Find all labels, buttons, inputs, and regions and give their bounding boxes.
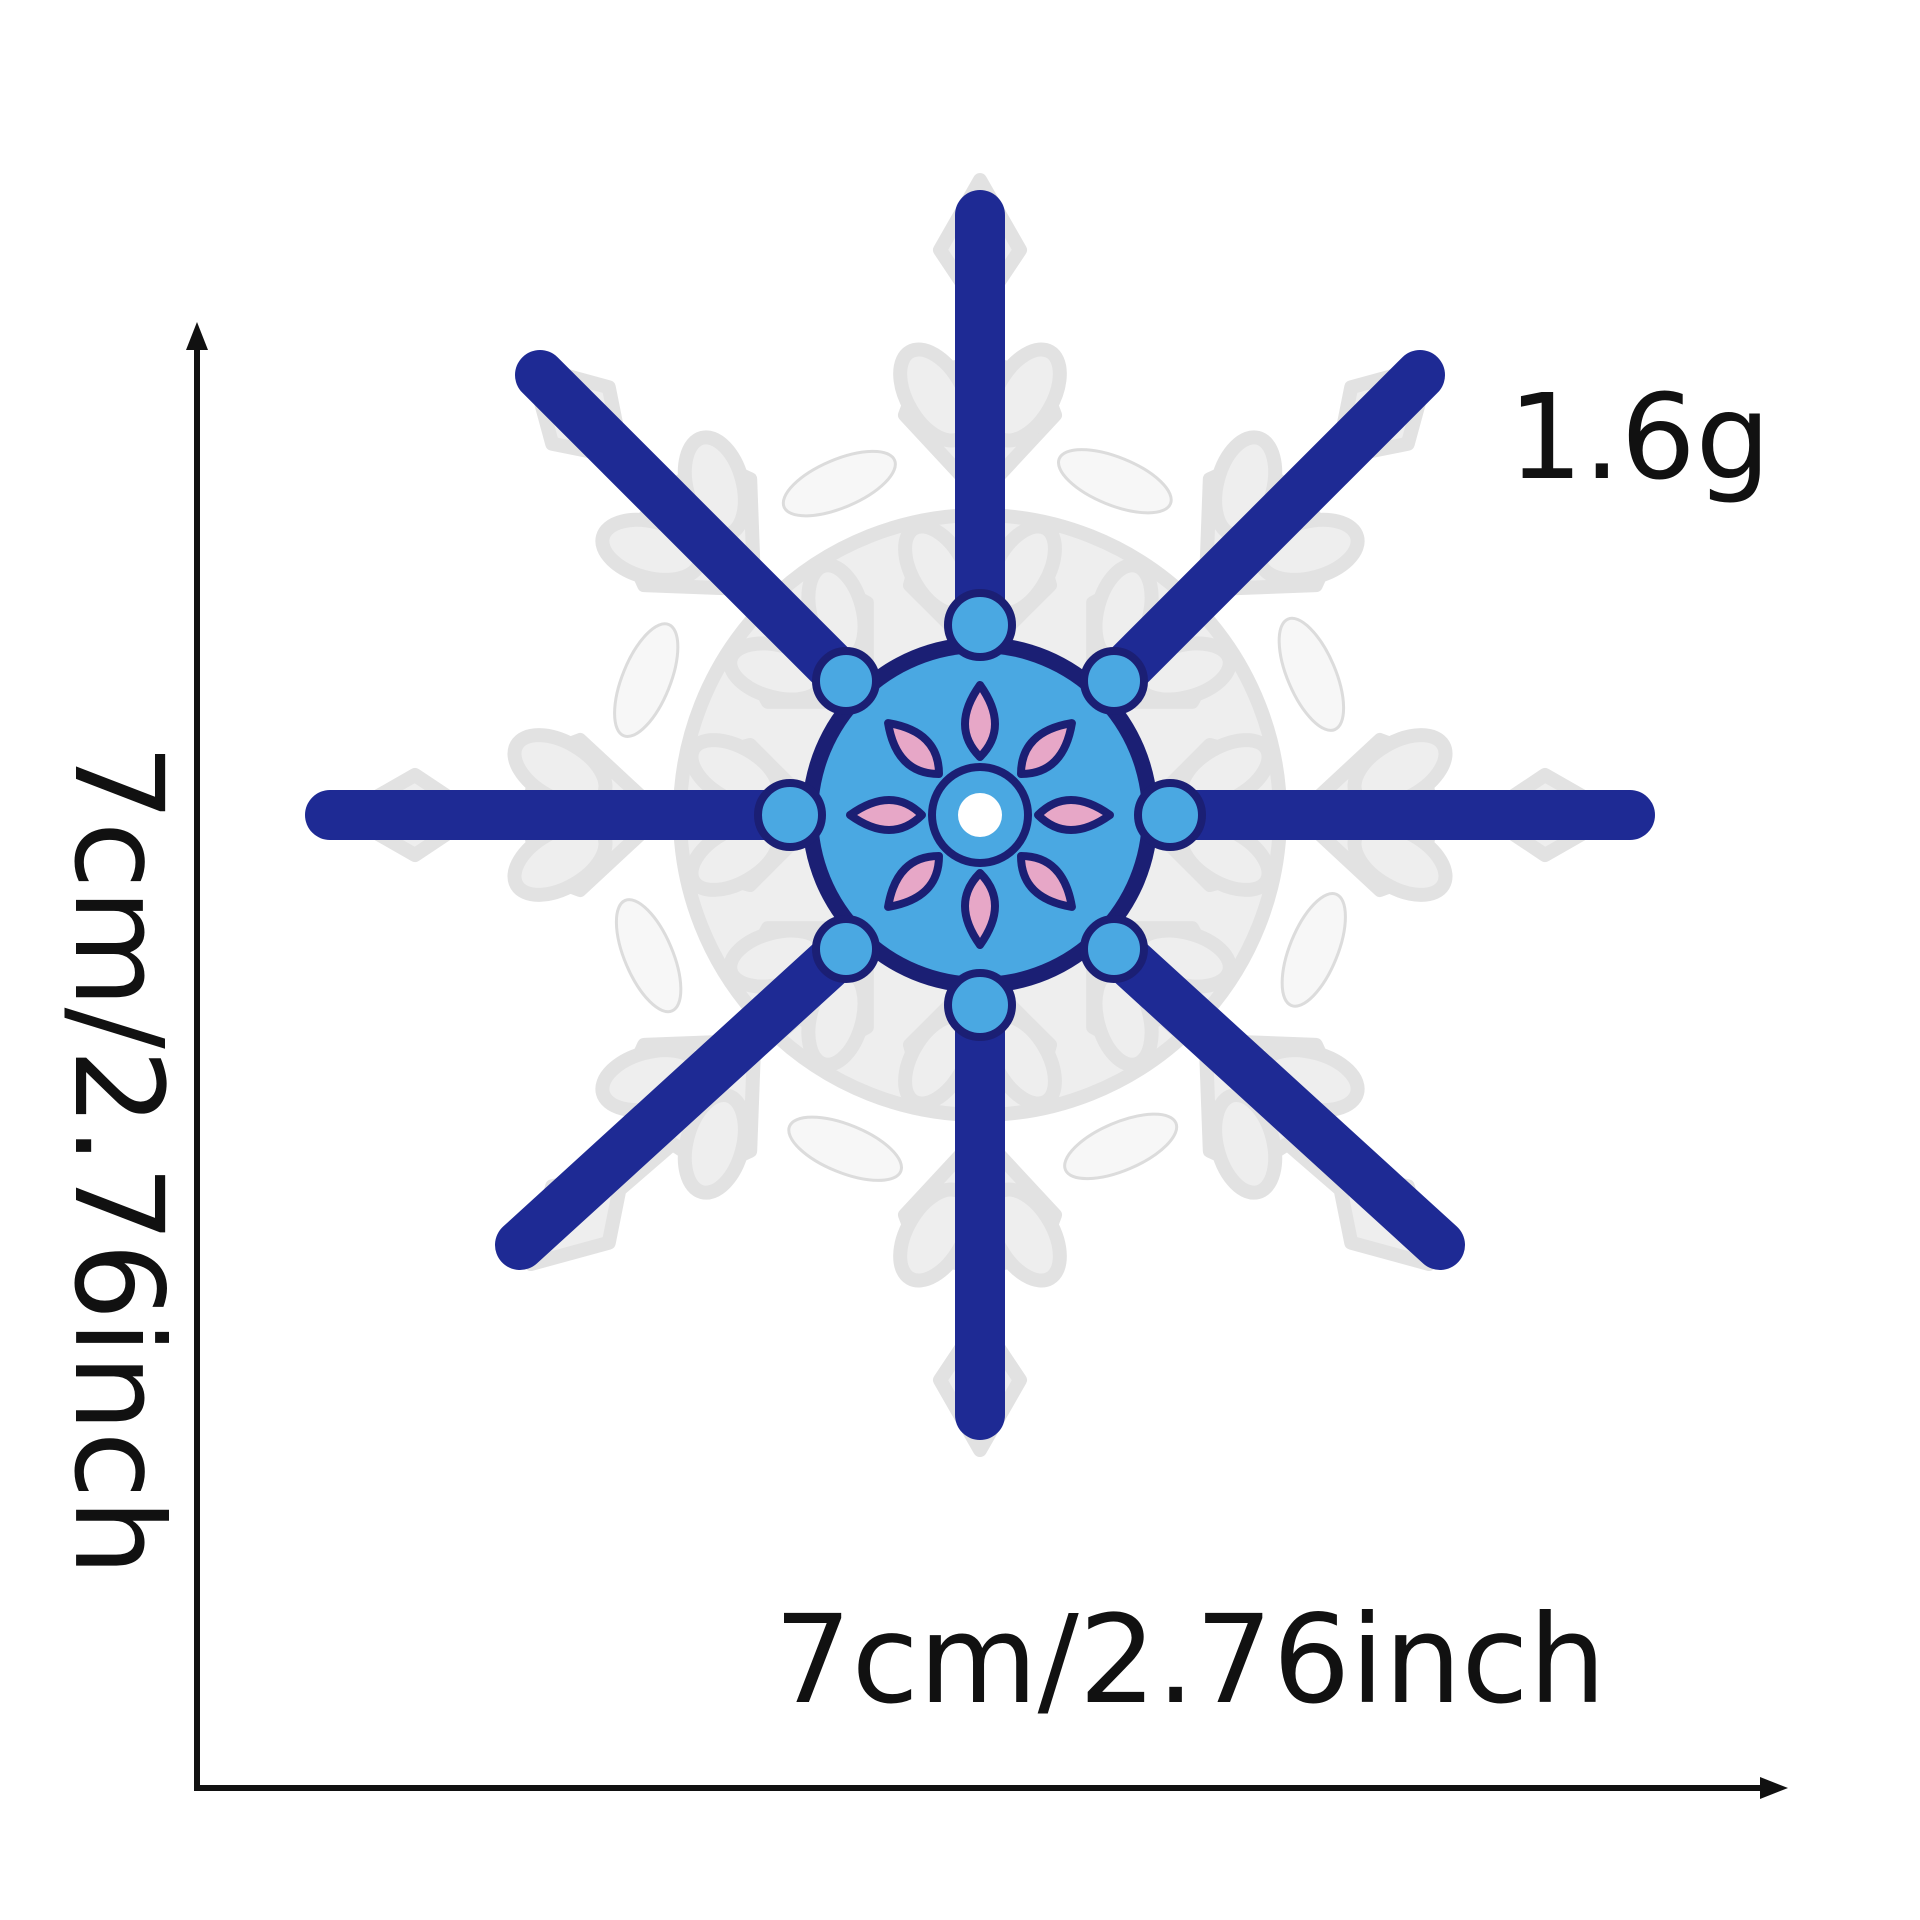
weight-label: 1.6g — [1508, 368, 1771, 506]
width-dimension-label: 7cm/2.76inch — [774, 1589, 1606, 1731]
snowflake-body — [305, 180, 1655, 1450]
height-arrow-head — [186, 322, 208, 350]
width-arrow-head — [1760, 1777, 1788, 1799]
snowflake-spokes — [305, 190, 1655, 1440]
height-dimension-label: 7cm/2.76inch — [47, 744, 189, 1576]
